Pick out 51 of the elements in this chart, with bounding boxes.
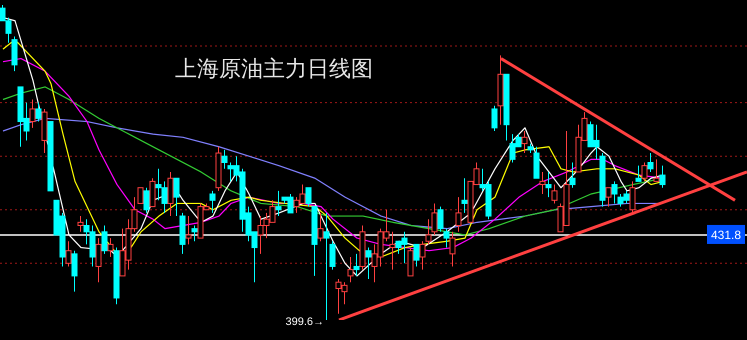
candlestick <box>96 238 102 283</box>
candlestick <box>276 190 282 217</box>
candlestick <box>192 225 198 242</box>
candlestick <box>432 202 438 236</box>
candlestick <box>462 178 468 214</box>
candlestick <box>450 231 456 267</box>
candlestick <box>138 187 144 204</box>
annotation: 431.8 <box>710 228 742 242</box>
candlestick <box>186 216 192 245</box>
candlestick <box>546 171 552 198</box>
candlestick <box>66 240 72 267</box>
text: 上海原油主力日线图 <box>175 56 373 84</box>
candlestick <box>528 143 534 154</box>
candlestick <box>642 162 648 182</box>
candlestick <box>72 250 78 292</box>
candlestick <box>492 105 498 132</box>
candlestick <box>222 149 228 170</box>
candlestick <box>414 244 420 267</box>
candlestick <box>366 247 372 280</box>
candlestick <box>330 240 336 270</box>
candlestick <box>420 240 426 270</box>
candlestick <box>174 178 180 217</box>
candlestick <box>612 180 618 204</box>
candlestick <box>552 184 558 204</box>
candlestick <box>306 187 312 208</box>
candlestick <box>348 256 354 283</box>
candlestick <box>540 171 546 194</box>
candlestick <box>354 253 360 276</box>
candlestick <box>30 99 36 128</box>
candlestick <box>318 212 324 242</box>
candlestick <box>648 152 654 172</box>
candlestick <box>444 228 450 248</box>
candlestick <box>426 218 432 245</box>
candlestick <box>606 187 612 208</box>
candlestick <box>36 102 42 122</box>
candlestick <box>102 225 108 254</box>
candlestick <box>630 180 636 214</box>
candlestick <box>570 162 576 188</box>
candlestick <box>390 231 396 270</box>
candlestick <box>654 158 660 182</box>
candlestick <box>210 190 216 214</box>
candlestick <box>522 130 528 154</box>
candlestick <box>456 196 462 232</box>
annotation: 399.6→ <box>285 316 324 328</box>
candlestick <box>438 206 444 232</box>
candlestick <box>108 238 114 258</box>
candlestick <box>636 165 642 182</box>
candlestick <box>660 165 666 188</box>
candlestick <box>144 187 150 214</box>
candlestick <box>324 212 330 320</box>
candlestick <box>78 216 84 232</box>
